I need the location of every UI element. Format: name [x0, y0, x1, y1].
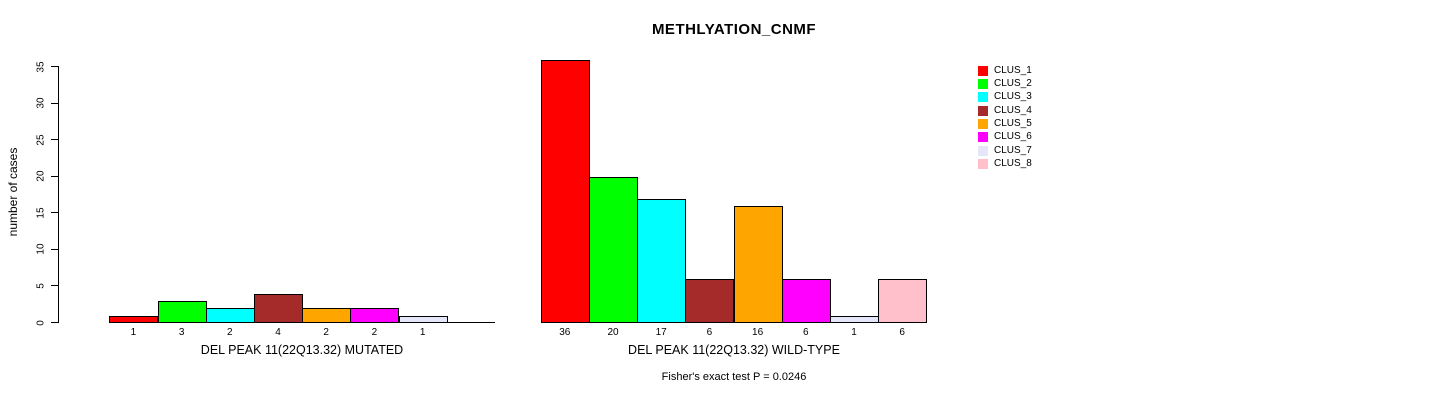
bar-count-label: 2	[323, 327, 329, 338]
bar-count-label: 4	[275, 327, 281, 338]
chart-title: METHLYATION_CNMF	[651, 21, 817, 38]
y-axis-label: number of cases	[6, 147, 20, 237]
fisher-test-annotation: Fisher's exact test P = 0.0246	[661, 371, 807, 383]
legend-label: CLUS_5	[994, 117, 1032, 129]
bar	[541, 60, 590, 323]
legend-label: CLUS_2	[994, 78, 1032, 89]
bar	[254, 294, 303, 323]
bar	[782, 279, 831, 323]
bar	[830, 316, 879, 323]
legend-label: CLUS_7	[994, 144, 1032, 156]
bar-count-label: 6	[899, 327, 905, 338]
y-tick-label: 25	[35, 134, 47, 146]
bar-count-label: 2	[371, 327, 378, 338]
y-tick-mark	[51, 66, 58, 67]
bar	[734, 206, 783, 323]
legend-swatch	[978, 105, 988, 116]
bar-count-label: 2	[227, 327, 233, 338]
bar-count-label: 20	[607, 327, 619, 338]
legend-label: CLUS_8	[994, 157, 1032, 169]
y-axis-line	[58, 66, 59, 323]
bar	[109, 316, 158, 323]
bar	[589, 177, 638, 323]
y-tick-mark	[51, 322, 58, 323]
y-tick-mark	[51, 139, 58, 141]
y-tick-label: 5	[35, 283, 47, 289]
bar	[350, 308, 399, 323]
y-tick-label: 30	[35, 97, 47, 109]
bar	[158, 301, 207, 323]
bar-count-label: 36	[559, 327, 571, 338]
bar	[399, 316, 448, 323]
x-axis-label-wildtype: DEL PEAK 11(22Q13.32) WILD-TYPE	[628, 343, 840, 357]
bar	[302, 308, 351, 323]
y-tick-label: 20	[35, 170, 47, 182]
bar-count-label: 17	[655, 327, 667, 338]
legend-swatch	[978, 65, 988, 76]
legend-swatch	[978, 145, 988, 156]
y-tick-label: 35	[35, 60, 47, 73]
y-tick-label: 10	[35, 243, 47, 255]
bar	[206, 308, 255, 323]
bar	[685, 279, 734, 323]
bar-count-label: 6	[706, 327, 713, 338]
bar-count-label: 6	[803, 327, 809, 338]
legend-swatch	[978, 79, 988, 89]
y-tick-mark	[51, 248, 58, 250]
y-tick-mark	[51, 175, 58, 177]
legend-swatch	[978, 118, 988, 129]
legend-swatch	[978, 158, 988, 169]
legend-label: CLUS_3	[994, 91, 1032, 103]
bar-count-label: 1	[130, 327, 137, 338]
bar-count-label: 1	[419, 327, 426, 338]
legend-label: CLUS_1	[994, 64, 1032, 76]
bar	[878, 279, 927, 323]
x-axis-label-mutated: DEL PEAK 11(22Q13.32) MUTATED	[200, 343, 404, 357]
y-tick-label: 15	[35, 207, 47, 219]
legend-swatch	[978, 92, 988, 103]
bar	[637, 199, 686, 323]
legend-label: CLUS_6	[994, 131, 1032, 143]
legend-label: CLUS_4	[994, 104, 1032, 116]
bar-count-label: 3	[178, 327, 185, 338]
y-tick-mark	[51, 212, 58, 214]
legend-swatch	[978, 132, 988, 143]
y-tick-label: 0	[35, 319, 47, 326]
y-tick-mark	[51, 102, 58, 104]
bar-count-label: 16	[752, 327, 764, 338]
bar-count-label: 1	[851, 327, 857, 338]
y-tick-mark	[51, 285, 58, 287]
